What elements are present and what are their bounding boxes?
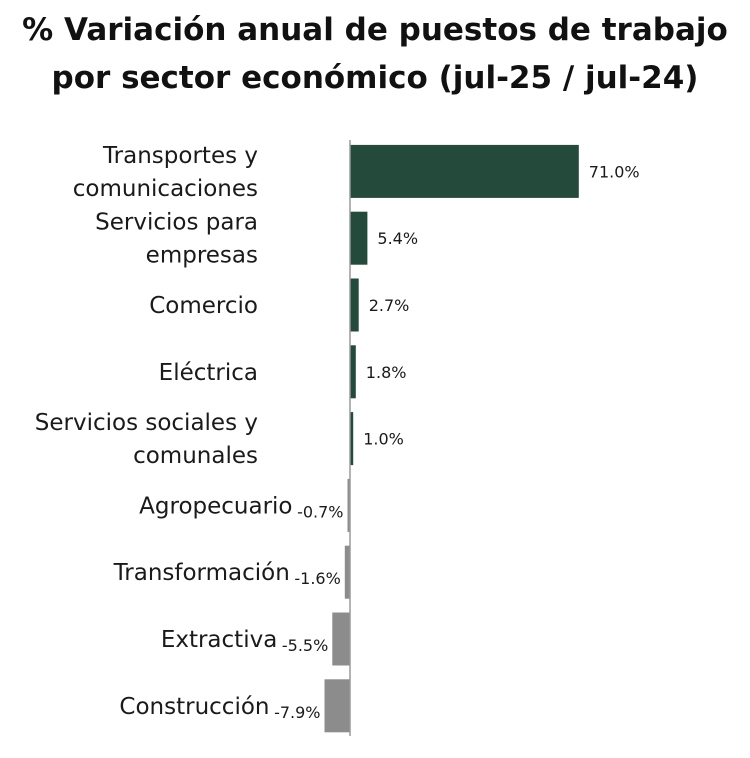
bar-7 [344,545,350,599]
category-label-9: Construcción [119,694,269,720]
bar-9 [324,679,350,733]
value-label-4: 1.8% [366,363,407,382]
category-label-5-line-2: comunales [133,443,258,469]
value-label-6: -0.7% [297,502,343,521]
value-label-3: 2.7% [369,296,410,315]
bar-2 [350,211,368,265]
category-label-4: Eléctrica [159,360,258,386]
bar-1 [350,144,579,198]
value-label-9: -7.9% [274,703,320,722]
category-label-2-line-2: empresas [146,243,258,269]
chart-title-line-2: por sector económico (jul-25 / jul-24) [51,60,699,96]
value-label-5: 1.0% [363,430,404,449]
value-label-8: -5.5% [282,636,328,655]
category-label-1-line-1: Transportes y [102,143,258,169]
category-label-6: Agropecuario [139,493,292,519]
category-label-2-line-1: Servicios para [95,210,258,236]
bar-6 [347,478,350,532]
bar-4 [350,345,356,399]
bar-3 [350,278,359,332]
category-label-1-line-2: comunicaciones [73,176,258,202]
value-label-7: -1.6% [294,569,340,588]
value-label-2: 5.4% [377,229,418,248]
category-label-5-line-1: Servicios sociales y [35,410,258,436]
bar-5 [350,412,354,466]
category-label-8: Extractiva [161,627,277,653]
category-label-3: Comercio [149,293,258,319]
category-label-7: Transformación [113,560,290,586]
bar-8 [332,612,350,666]
chart-title: % Variación anual de puestos de trabajo … [0,6,750,102]
chart-title-line-1: % Variación anual de puestos de trabajo [22,12,728,48]
value-label-1: 71.0% [589,162,640,181]
